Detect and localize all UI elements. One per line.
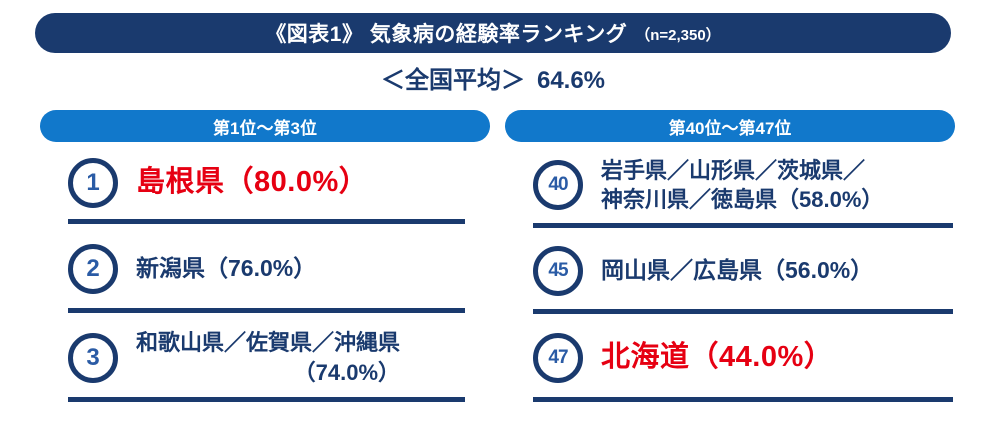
rank-row-1: 1 島根県（80.0%）	[40, 142, 490, 224]
rank-row-2: 2 新潟県（76.0%）	[40, 224, 490, 313]
prefecture-line: 新潟県（76.0%）	[136, 254, 317, 281]
prefecture-line: 北海道（44.0%）	[601, 341, 834, 374]
rank-badge-45: 45	[533, 246, 583, 296]
prefecture-text: 北海道（44.0%）	[601, 339, 833, 377]
rank-number: 1	[86, 169, 100, 196]
rank-badge-2: 2	[68, 243, 118, 294]
rank-badge-47: 47	[533, 333, 583, 383]
rank-row-40: 40 岩手県／山形県／茨城県／ 神奈川県／徳島県（58.0%）	[505, 142, 955, 228]
prefecture-text: 岡山県／広島県（56.0%）	[601, 256, 873, 286]
rank-badge-3: 3	[68, 332, 118, 383]
rank-badge-40: 40	[533, 160, 583, 210]
title-bar: 《図表1》 気象病の経験率ランキング （n=2,350）	[35, 13, 951, 53]
bottom-ranks-column: 第40位～第47位 40 岩手県／山形県／茨城県／ 神奈川県／徳島県（58.0%…	[505, 110, 955, 402]
rank-row-3: 3 和歌山県／佐賀県／沖縄県 （74.0%）	[40, 313, 490, 402]
top-ranks-column: 第1位～第3位 1 島根県（80.0%） 2 新潟県（76.0%） 3	[40, 110, 490, 402]
prefecture-text: 岩手県／山形県／茨城県／ 神奈川県／徳島県（58.0%）	[601, 156, 883, 214]
prefecture-line: （74.0%）	[293, 359, 401, 385]
prefecture-text: 島根県（80.0%）	[136, 164, 368, 202]
prefecture-line: 神奈川県／徳島県（58.0%）	[601, 187, 884, 212]
national-average: ＜全国平均＞ 64.6%	[0, 60, 986, 95]
prefecture-line: 島根県（80.0%）	[136, 166, 369, 199]
prefecture-line: 和歌山県／佐賀県／沖縄県	[136, 330, 401, 356]
prefecture-text: 和歌山県／佐賀県／沖縄県 （74.0%）	[136, 328, 400, 386]
rank-row-45: 45 岡山県／広島県（56.0%）	[505, 228, 955, 314]
rank-number: 3	[86, 343, 100, 371]
top-ranks-header: 第1位～第3位	[40, 110, 490, 142]
rank-number: 47	[548, 347, 568, 368]
rank-number: 40	[548, 174, 568, 195]
national-average-value: 64.6%	[536, 67, 606, 94]
rank-number: 45	[548, 260, 568, 281]
prefecture-line: 岩手県／山形県／茨城県／	[601, 157, 866, 183]
chart-title: 《図表1》 気象病の経験率ランキング	[265, 23, 628, 46]
bottom-ranks-header: 第40位～第47位	[505, 110, 955, 142]
rank-badge-1: 1	[68, 158, 118, 208]
sample-size-label: （n=2,350）	[635, 26, 721, 44]
national-average-label: ＜全国平均＞	[380, 67, 525, 94]
rank-number: 2	[86, 254, 100, 282]
prefecture-line: 岡山県／広島県（56.0%）	[601, 257, 874, 284]
prefecture-text: 新潟県（76.0%）	[136, 254, 316, 284]
rank-row-47: 47 北海道（44.0%）	[505, 314, 955, 402]
